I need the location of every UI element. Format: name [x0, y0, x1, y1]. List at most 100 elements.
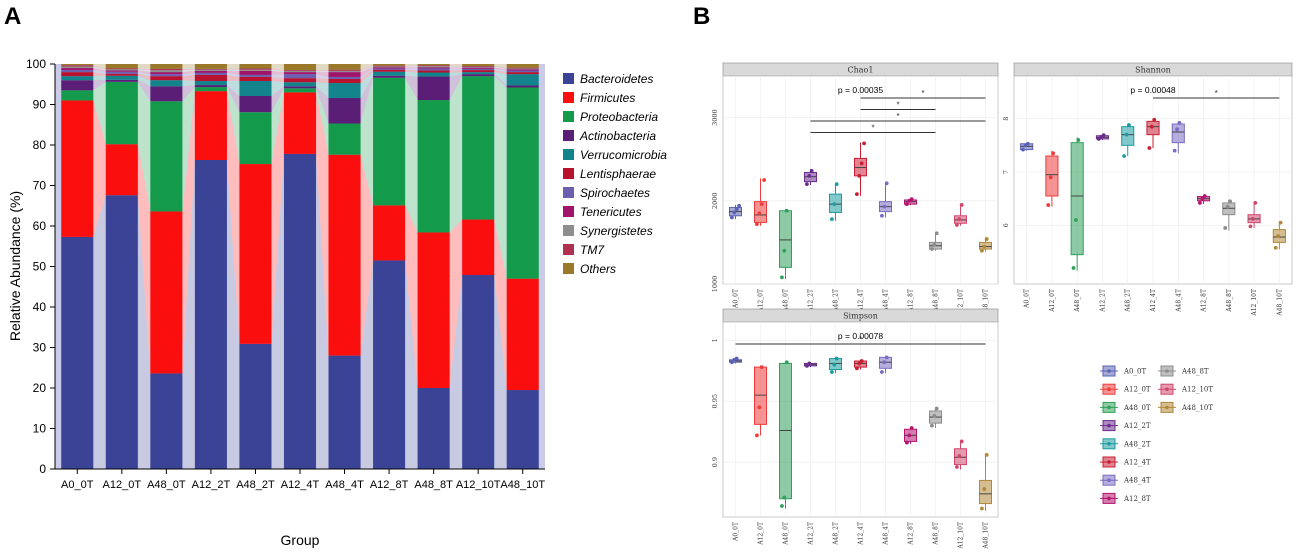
data-point: [1225, 204, 1230, 209]
flow-band-proteobacteria: [271, 88, 284, 165]
bar-segment-tenericutes: [150, 72, 183, 75]
y-axis-label: Relative Abundance (%): [7, 191, 23, 341]
data-point: [884, 181, 889, 186]
x-tick-label: A12_4T: [281, 479, 320, 491]
data-point: [882, 204, 887, 209]
legend-swatch: [563, 244, 574, 255]
legend-swatch: [563, 73, 574, 84]
data-point: [982, 244, 987, 249]
facet-title: Chao1: [848, 66, 874, 75]
legend-key-dot: [1107, 387, 1111, 392]
flow-band-tenericutes: [226, 70, 240, 75]
box-A48_0T: [1070, 142, 1084, 256]
x-tick-label: A48_2T: [833, 289, 840, 313]
y-tick-label: 80: [33, 138, 47, 152]
legend-key-dot: [1107, 369, 1111, 373]
bar-segment-spirochaetes: [61, 70, 94, 73]
flow-band-proteobacteria: [360, 77, 374, 206]
x-tick-label: A48_4T: [883, 289, 890, 313]
flow-band-actinobacteria: [316, 86, 329, 124]
legend-label: Verrucomicrobia: [580, 148, 667, 162]
flow-band-tm7: [316, 69, 329, 71]
data-point: [737, 203, 741, 208]
data-point: [1223, 226, 1228, 230]
data-point: [832, 362, 837, 367]
flow-band-tenericutes: [316, 72, 329, 77]
legend-swatch: [563, 206, 574, 217]
flow-band-proteobacteria: [494, 76, 507, 279]
legend-label: Spirochaetes: [580, 186, 650, 200]
data-point: [932, 413, 937, 418]
y-tick-label: 50: [33, 260, 47, 274]
x-tick-label: A48_0T: [1074, 289, 1081, 313]
data-point: [959, 439, 964, 444]
x-tick-label: A12_4T: [858, 522, 865, 546]
flow-band-proteobacteria: [226, 87, 240, 165]
flow-band-tenericutes: [360, 67, 374, 77]
bar-segment-spirochaetes: [462, 68, 495, 71]
data-point: [1127, 123, 1131, 127]
x-tick-label: A12_10T: [958, 522, 965, 550]
bar-segment-bacteroidetes: [506, 390, 539, 469]
y-tick-label: 60: [33, 219, 47, 233]
data-point: [1149, 124, 1154, 129]
bar-segment-synergistetes: [194, 69, 227, 71]
bar-segment-spirochaetes: [506, 70, 539, 73]
flow-band-proteobacteria: [449, 76, 463, 233]
data-point: [830, 370, 834, 374]
data-point: [959, 203, 964, 207]
bar-segment-synergistetes: [105, 69, 138, 71]
flow-band-lentisphaerae: [226, 74, 240, 82]
x-tick-label: A12_10T: [456, 479, 501, 491]
bar-segment-others: [373, 64, 406, 66]
bar-segment-synergistetes: [373, 66, 406, 68]
data-point: [1076, 138, 1081, 142]
box-A12_0T: [754, 366, 767, 425]
data-point: [909, 197, 914, 202]
p-value-annotation: p = 0.00035: [838, 85, 883, 95]
bar-segment-verrucomicrobia: [105, 75, 138, 80]
data-point: [807, 173, 812, 178]
x-tick-label: A12_8T: [370, 479, 409, 491]
flow-band-synergistetes: [137, 69, 151, 73]
bar-segment-firmicutes: [506, 278, 539, 391]
flow-band-bacteroidetes: [494, 275, 507, 469]
flow-band-synergistetes: [182, 69, 195, 73]
x-tick-label: A12_4T: [1150, 289, 1157, 313]
data-point: [807, 361, 812, 366]
bar-segment-synergistetes: [283, 70, 317, 73]
data-point: [980, 248, 984, 253]
x-tick-label: A48_2T: [236, 479, 275, 491]
data-point: [980, 506, 984, 511]
bar-segment-synergistetes: [417, 66, 450, 68]
data-point: [1198, 201, 1202, 205]
bar-segment-spirochaetes: [194, 72, 227, 75]
bar-segment-proteobacteria: [194, 87, 227, 92]
flow-band-bacteroidetes: [271, 153, 284, 469]
bar-segment-lentisphaerae: [328, 78, 361, 84]
data-point: [930, 247, 934, 251]
y-tick-label: 2000: [711, 193, 719, 210]
data-point: [1253, 201, 1258, 205]
data-point: [784, 208, 789, 213]
legend-label: TM7: [580, 243, 605, 257]
legend-key-dot: [1107, 442, 1111, 446]
bar-segment-spirochaetes: [328, 76, 361, 79]
legend-key-dot: [1165, 369, 1169, 373]
bar-segment-others: [283, 64, 317, 71]
bar-segment-tenericutes: [283, 72, 317, 75]
x-tick-label: A12_0T: [758, 522, 765, 546]
x-tick-label: A0_0T: [733, 289, 740, 309]
flow-band-tenericutes: [137, 70, 151, 75]
x-tick-label: A48_4T: [883, 522, 890, 546]
legend-swatch: [563, 149, 574, 160]
bar-segment-firmicutes: [417, 232, 450, 388]
data-point: [907, 433, 912, 438]
x-axis-label: Group: [281, 532, 320, 548]
bar-segment-bacteroidetes: [373, 260, 406, 469]
flow-band-proteobacteria: [182, 87, 195, 212]
x-tick-label: A12_2T: [808, 289, 815, 313]
x-tick-label: A48_2T: [1125, 289, 1132, 313]
legend-label: A12_8T: [1123, 495, 1151, 503]
bar-segment-proteobacteria: [105, 81, 138, 145]
